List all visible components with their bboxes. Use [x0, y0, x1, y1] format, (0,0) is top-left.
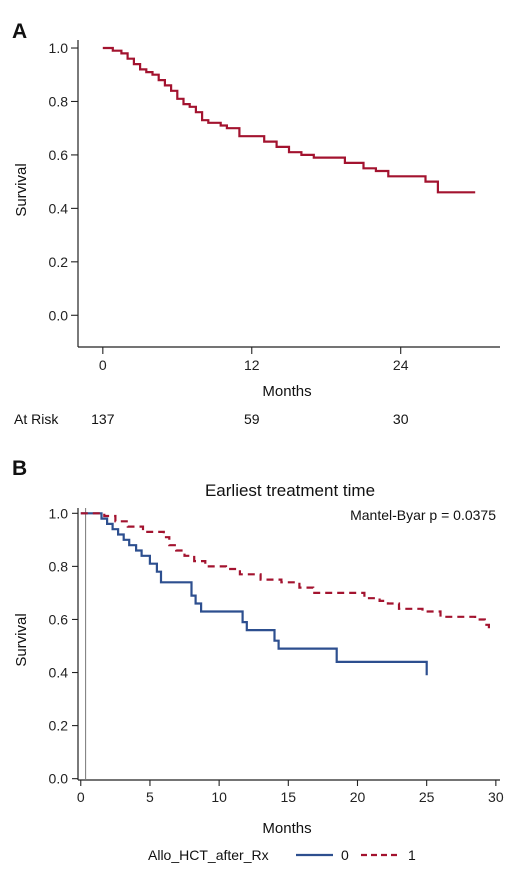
- panel-a-x-tick-label: 0: [99, 357, 107, 373]
- panel-a-y-tick-label: 0.4: [49, 200, 69, 216]
- at-risk-count: 137: [91, 411, 115, 427]
- panel-a-x-tick-label: 12: [244, 357, 260, 373]
- panel-b-x-tick-label: 10: [211, 789, 227, 805]
- panel-b-y-tick-label: 0.6: [49, 611, 69, 627]
- panel-b-x-ticks: 0 5 10 15 20 25 30: [77, 780, 504, 805]
- panel-a-survival-curves: [102, 46, 476, 194]
- at-risk-count: 30: [393, 411, 409, 427]
- panel-a-x-axis-title: Months: [262, 383, 311, 400]
- panel-b-x-tick-label: 25: [419, 789, 435, 805]
- panel-a-letter: A: [12, 20, 27, 43]
- panel-b-x-tick-label: 5: [146, 789, 154, 805]
- panel-b-survival-curve-group-1: [80, 512, 490, 631]
- panel-b-x-axis-title: Months: [262, 820, 311, 837]
- panel-b-survival-curve-group-0: [80, 512, 428, 676]
- panel-b: B Earliest treatment time 0.00.20.40.60.…: [12, 457, 504, 863]
- panel-a-axes: [77, 40, 500, 348]
- legend-title: Allo_HCT_after_Rx: [148, 847, 269, 863]
- panel-a-y-axis-title: Survival: [13, 163, 30, 216]
- panel-a-at-risk-counts: 137 59 30: [91, 411, 409, 427]
- panel-b-x-tick-label: 15: [281, 789, 297, 805]
- panel-b-p-value-annotation: Mantel-Byar p = 0.0375: [350, 507, 496, 523]
- panel-b-y-tick-label: 0.8: [49, 558, 69, 574]
- legend-label-group-1: 1: [408, 847, 416, 863]
- panel-b-title: Earliest treatment time: [205, 481, 375, 500]
- panel-a-y-tick-label: 0.6: [49, 147, 69, 163]
- panel-a: A 0.0 0.2 0.4 0.6 0.8 1.0 0 12 24 Survival Mont…: [12, 20, 500, 427]
- panel-a-x-tick-label: 24: [393, 357, 409, 373]
- panel-a-y-tick-label: 0.0: [49, 307, 69, 323]
- panel-b-survival-curves: [80, 512, 490, 676]
- panel-a-y-tick-label: 0.2: [49, 254, 69, 270]
- panel-b-x-tick-label: 30: [488, 789, 504, 805]
- panel-a-survival-curve-0: [102, 46, 476, 194]
- panel-b-y-tick-label: 0.4: [49, 665, 69, 681]
- panel-a-y-tick-label: 1.0: [49, 40, 69, 56]
- panel-b-letter: B: [12, 457, 27, 480]
- panel-a-at-risk-label: At Risk: [14, 411, 59, 427]
- panel-b-y-tick-label: 1.0: [49, 505, 69, 521]
- legend-label-group-0: 0: [341, 847, 349, 863]
- at-risk-count: 59: [244, 411, 260, 427]
- panel-b-axes: [77, 508, 500, 781]
- panel-a-x-ticks: 0 12 24: [99, 347, 409, 373]
- panel-b-y-tick-label: 0.0: [49, 771, 69, 787]
- panel-b-x-tick-label: 20: [350, 789, 366, 805]
- panel-b-y-axis-title: Survival: [13, 613, 30, 666]
- panel-b-y-ticks: 0.0 0.2 0.4 0.6 0.8 1.0: [49, 505, 78, 787]
- panel-b-legend: Allo_HCT_after_Rx 0 1: [148, 847, 416, 863]
- panel-a-y-ticks: 0.0 0.2 0.4 0.6 0.8 1.0: [49, 40, 78, 323]
- panel-b-y-tick-label: 0.2: [49, 718, 69, 734]
- panel-b-x-tick-label: 0: [77, 789, 85, 805]
- panel-a-y-tick-label: 0.8: [49, 93, 69, 109]
